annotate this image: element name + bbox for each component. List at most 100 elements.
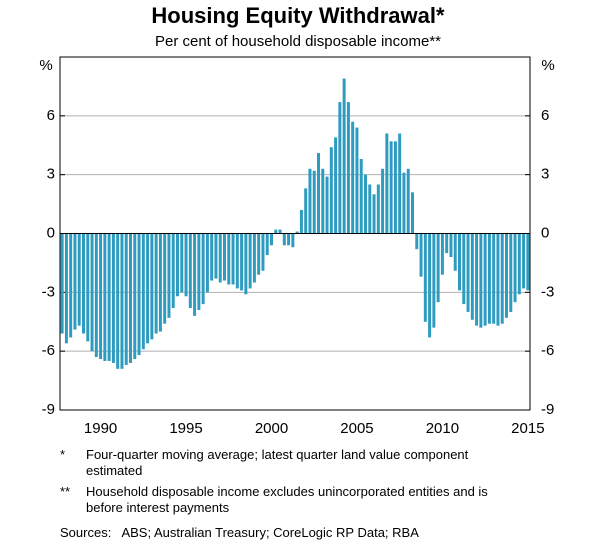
bar bbox=[86, 233, 90, 342]
bar bbox=[214, 233, 218, 279]
y2-tick-label: 0 bbox=[541, 224, 549, 241]
x-tick-label: 2005 bbox=[340, 420, 373, 437]
chart-subtitle: Per cent of household disposable income*… bbox=[155, 33, 441, 50]
sources-text: ABS; Australian Treasury; CoreLogic RP D… bbox=[121, 525, 419, 540]
bar bbox=[393, 141, 397, 234]
plot-frame bbox=[59, 56, 531, 411]
y2-tick-label: -6 bbox=[541, 342, 554, 359]
note-text: Household disposable income excludes uni… bbox=[86, 484, 488, 515]
bar bbox=[389, 141, 393, 234]
bar bbox=[304, 188, 308, 234]
bar bbox=[453, 233, 457, 271]
y2-unit: % bbox=[541, 57, 554, 74]
x-tick-label: 1995 bbox=[169, 420, 202, 437]
bar bbox=[334, 137, 338, 234]
bar bbox=[124, 233, 128, 365]
bar bbox=[94, 233, 98, 358]
bar bbox=[329, 147, 333, 234]
bar bbox=[278, 229, 282, 234]
bar bbox=[116, 233, 120, 369]
y-tick-label: 3 bbox=[47, 166, 55, 183]
bar bbox=[287, 233, 291, 246]
y-tick-label: 0 bbox=[47, 224, 55, 241]
bar bbox=[487, 233, 491, 324]
bar bbox=[82, 233, 85, 334]
bar bbox=[411, 192, 414, 234]
y2-tick-label: -3 bbox=[541, 283, 554, 300]
bar bbox=[218, 233, 222, 283]
y-tick-label: -6 bbox=[42, 342, 55, 359]
bar bbox=[496, 233, 500, 326]
bar bbox=[470, 233, 474, 320]
bar bbox=[137, 233, 141, 356]
bar bbox=[141, 233, 145, 350]
sources: Sources: ABS; Australian Treasury; CoreL… bbox=[60, 525, 419, 541]
chart: Housing Equity Withdrawal* Per cent of h… bbox=[39, 3, 554, 437]
bar bbox=[240, 233, 244, 291]
bar bbox=[423, 233, 427, 322]
bar bbox=[184, 233, 188, 297]
bar bbox=[235, 233, 239, 289]
bar bbox=[107, 233, 111, 361]
bar bbox=[282, 233, 286, 246]
bar bbox=[522, 233, 526, 289]
bar bbox=[176, 233, 179, 297]
bar bbox=[317, 153, 320, 234]
bar bbox=[368, 184, 372, 234]
bar bbox=[398, 133, 402, 234]
bar bbox=[376, 184, 380, 234]
bar bbox=[180, 233, 184, 293]
bar bbox=[244, 233, 248, 295]
bar bbox=[265, 233, 269, 256]
bar bbox=[146, 233, 150, 344]
bar bbox=[462, 233, 466, 305]
x-tick-label: 2015 bbox=[511, 420, 544, 437]
bar bbox=[483, 233, 487, 326]
bar bbox=[428, 233, 432, 338]
x-tick-label: 2010 bbox=[426, 420, 459, 437]
bar bbox=[479, 233, 483, 328]
bar bbox=[248, 233, 252, 289]
y-unit: % bbox=[39, 57, 52, 74]
note-text: Four-quarter moving average; latest quar… bbox=[86, 447, 469, 478]
bar bbox=[227, 233, 231, 285]
bar bbox=[449, 233, 453, 258]
bar bbox=[406, 168, 410, 234]
bar bbox=[321, 168, 325, 234]
bar bbox=[73, 233, 77, 330]
bar bbox=[167, 233, 171, 318]
bar bbox=[440, 233, 444, 275]
bar bbox=[270, 233, 273, 246]
bar bbox=[257, 233, 261, 275]
bar bbox=[299, 209, 303, 234]
bar bbox=[342, 78, 346, 234]
bar bbox=[90, 233, 94, 352]
y-tick-label: 6 bbox=[47, 107, 55, 124]
bar bbox=[432, 233, 436, 328]
y-tick-label: -3 bbox=[42, 283, 55, 300]
bar bbox=[171, 233, 175, 309]
bar bbox=[150, 233, 154, 340]
bar bbox=[154, 233, 158, 334]
bar bbox=[193, 233, 197, 316]
bar bbox=[133, 233, 137, 360]
bar bbox=[205, 233, 209, 293]
bar bbox=[505, 233, 508, 318]
bar bbox=[188, 233, 192, 309]
bar bbox=[513, 233, 517, 303]
bar bbox=[210, 233, 214, 281]
sources-label: Sources: bbox=[60, 525, 112, 540]
bar bbox=[338, 102, 342, 234]
bar bbox=[99, 233, 103, 360]
bar bbox=[163, 233, 167, 324]
bar bbox=[351, 121, 355, 234]
bar bbox=[60, 233, 64, 334]
bar bbox=[419, 233, 423, 277]
bar bbox=[261, 233, 265, 271]
bar bbox=[509, 233, 513, 312]
bar bbox=[308, 168, 312, 234]
bar bbox=[274, 229, 278, 234]
note-marker: ** bbox=[60, 484, 71, 499]
bar bbox=[402, 172, 406, 234]
